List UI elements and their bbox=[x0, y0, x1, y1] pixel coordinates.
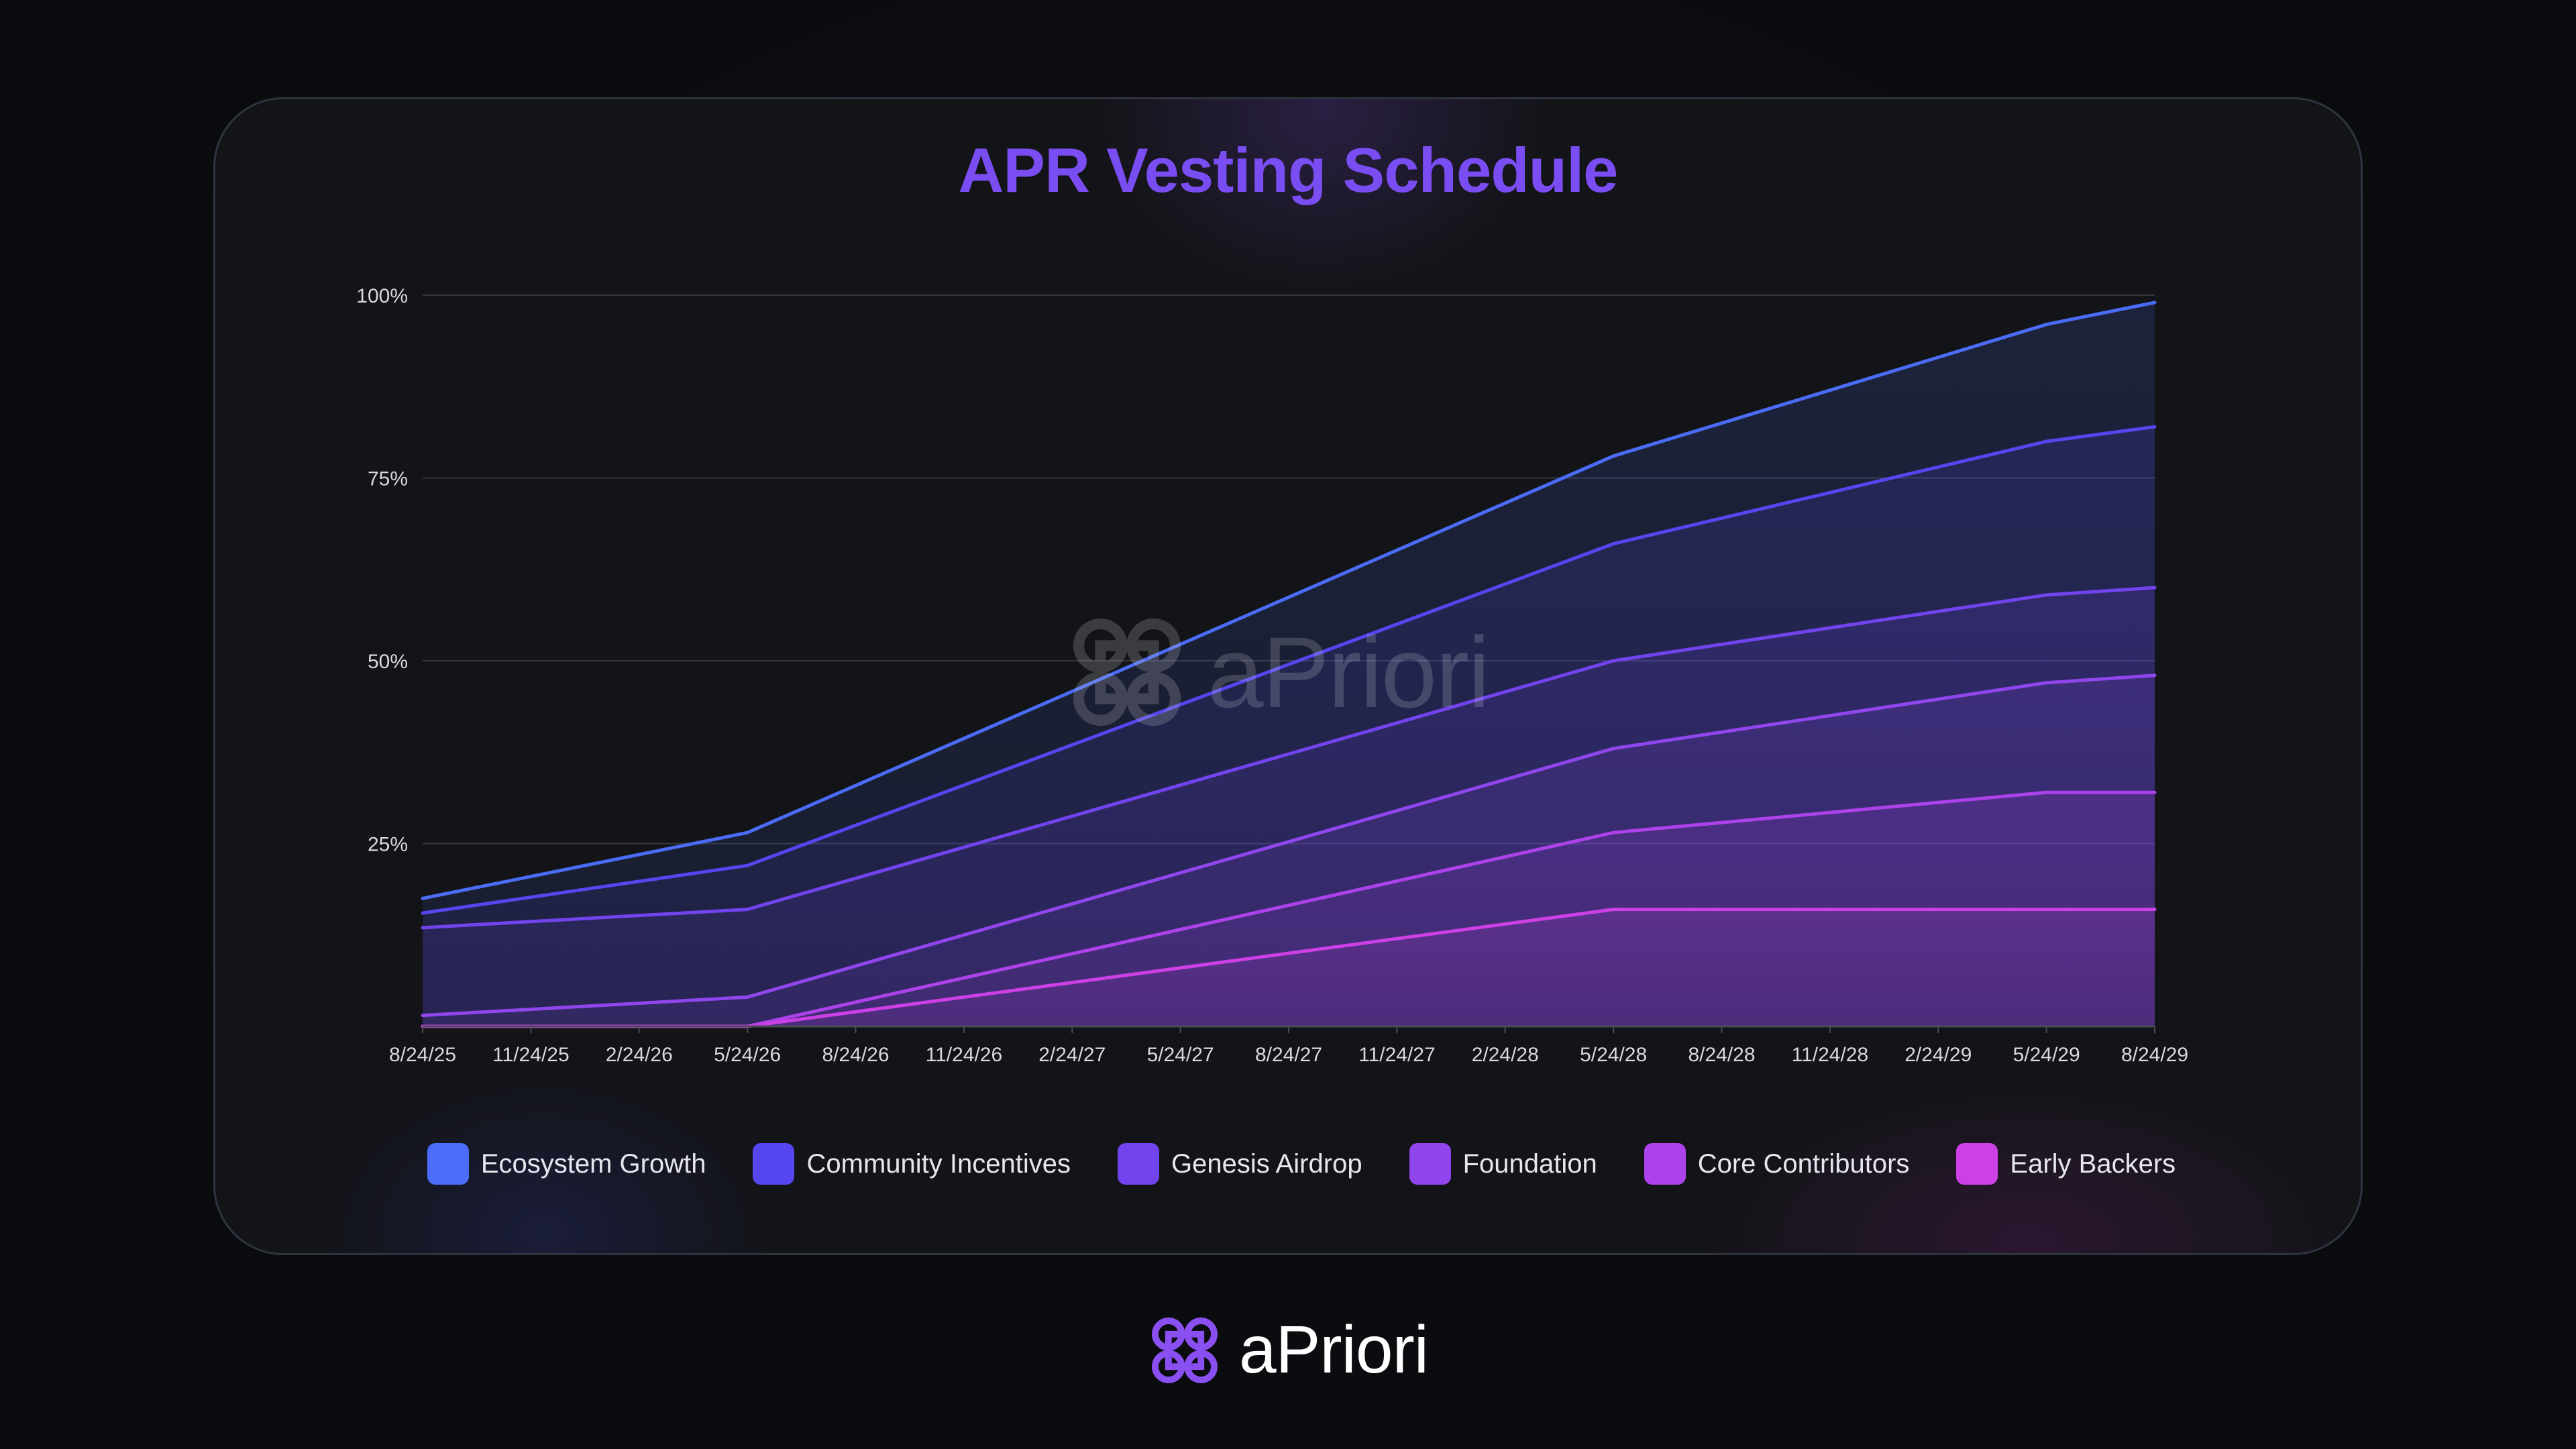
legend-swatch bbox=[753, 1143, 795, 1185]
series-line bbox=[421, 301, 2157, 900]
x-tick-label: 11/24/26 bbox=[926, 1044, 1003, 1066]
y-tick-label: 25% bbox=[368, 834, 408, 856]
legend-item[interactable]: Foundation bbox=[1409, 1143, 1597, 1185]
y-tick-label: 50% bbox=[368, 651, 408, 673]
x-tick-label: 2/24/28 bbox=[1472, 1044, 1539, 1066]
legend-item[interactable]: Ecosystem Growth bbox=[427, 1143, 706, 1185]
x-tick-label: 8/24/26 bbox=[822, 1044, 889, 1066]
x-tick-label: 8/24/27 bbox=[1255, 1044, 1322, 1066]
y-tick-label: 100% bbox=[356, 285, 408, 307]
series-line bbox=[421, 674, 2157, 1018]
x-tick-label: 2/24/26 bbox=[606, 1044, 673, 1066]
x-tick-label: 8/24/29 bbox=[2121, 1044, 2188, 1066]
x-tick-label: 11/24/28 bbox=[1792, 1044, 1869, 1066]
legend-label: Early Backers bbox=[2010, 1148, 2176, 1179]
x-tick-label: 5/24/29 bbox=[2013, 1044, 2080, 1066]
legend-item[interactable]: Early Backers bbox=[1956, 1143, 2176, 1185]
apriori-logo-icon bbox=[1152, 1317, 1218, 1383]
legend-item[interactable]: Core Contributors bbox=[1644, 1143, 1910, 1185]
x-tick-label: 5/24/26 bbox=[714, 1044, 781, 1066]
series-area bbox=[423, 909, 2155, 1026]
x-tick-label: 8/24/25 bbox=[389, 1044, 456, 1066]
legend-swatch bbox=[1117, 1143, 1159, 1185]
x-tick-label: 5/24/27 bbox=[1147, 1044, 1214, 1066]
legend-swatch bbox=[1956, 1143, 1998, 1185]
legend: Ecosystem Growth Community Incentives Gene… bbox=[0, 1143, 2576, 1185]
x-tick-label: 5/24/28 bbox=[1580, 1044, 1647, 1066]
chart-title: APR Vesting Schedule bbox=[958, 135, 1619, 205]
legend-item[interactable]: Genesis Airdrop bbox=[1117, 1143, 1362, 1185]
series-line bbox=[421, 586, 2157, 930]
legend-label: Ecosystem Growth bbox=[480, 1148, 706, 1179]
x-tick-label: 8/24/28 bbox=[1688, 1044, 1755, 1066]
legend-item[interactable]: Community Incentives bbox=[753, 1143, 1071, 1185]
series-line bbox=[421, 425, 2157, 915]
y-tick-label: 75% bbox=[368, 468, 408, 490]
x-tick-label: 2/24/27 bbox=[1038, 1044, 1106, 1066]
legend-swatch bbox=[1644, 1143, 1686, 1185]
brand-name: aPriori bbox=[1239, 1312, 1429, 1387]
x-tick-label: 2/24/29 bbox=[1904, 1044, 1972, 1066]
legend-label: Genesis Airdrop bbox=[1171, 1148, 1362, 1179]
legend-swatch bbox=[427, 1143, 469, 1185]
legend-label: Core Contributors bbox=[1697, 1148, 1910, 1179]
x-tick-label: 11/24/25 bbox=[492, 1044, 570, 1066]
brand-footer: aPriori bbox=[0, 1311, 2576, 1389]
legend-label: Foundation bbox=[1462, 1148, 1597, 1179]
x-tick-label: 11/24/27 bbox=[1358, 1044, 1436, 1066]
legend-swatch bbox=[1409, 1143, 1451, 1185]
legend-label: Community Incentives bbox=[806, 1148, 1071, 1179]
